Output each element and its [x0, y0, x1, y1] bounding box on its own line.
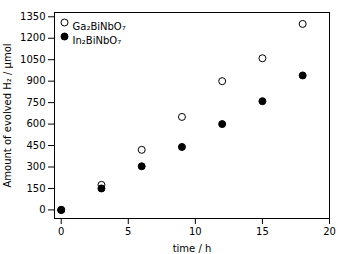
svg-text:900: 900	[26, 75, 45, 86]
svg-text:Amount of evolved H₂ / μmol: Amount of evolved H₂ / μmol	[2, 43, 13, 187]
svg-text:10: 10	[189, 226, 202, 237]
svg-text:1200: 1200	[20, 32, 45, 43]
svg-text:1350: 1350	[20, 11, 45, 22]
svg-text:5: 5	[125, 226, 131, 237]
svg-text:150: 150	[26, 183, 45, 194]
svg-text:0: 0	[58, 226, 64, 237]
svg-text:1050: 1050	[20, 54, 45, 65]
svg-text:0: 0	[39, 204, 45, 215]
svg-text:time / h: time / h	[173, 243, 212, 254]
svg-text:600: 600	[26, 118, 45, 129]
svg-text:Ga₂BiNbO₇: Ga₂BiNbO₇	[73, 21, 126, 32]
svg-text:750: 750	[26, 97, 45, 108]
svg-text:15: 15	[256, 226, 269, 237]
svg-text:20: 20	[323, 226, 336, 237]
svg-text:In₂BiNbO₇: In₂BiNbO₇	[73, 35, 122, 46]
svg-text:450: 450	[26, 140, 45, 151]
svg-text:300: 300	[26, 161, 45, 172]
